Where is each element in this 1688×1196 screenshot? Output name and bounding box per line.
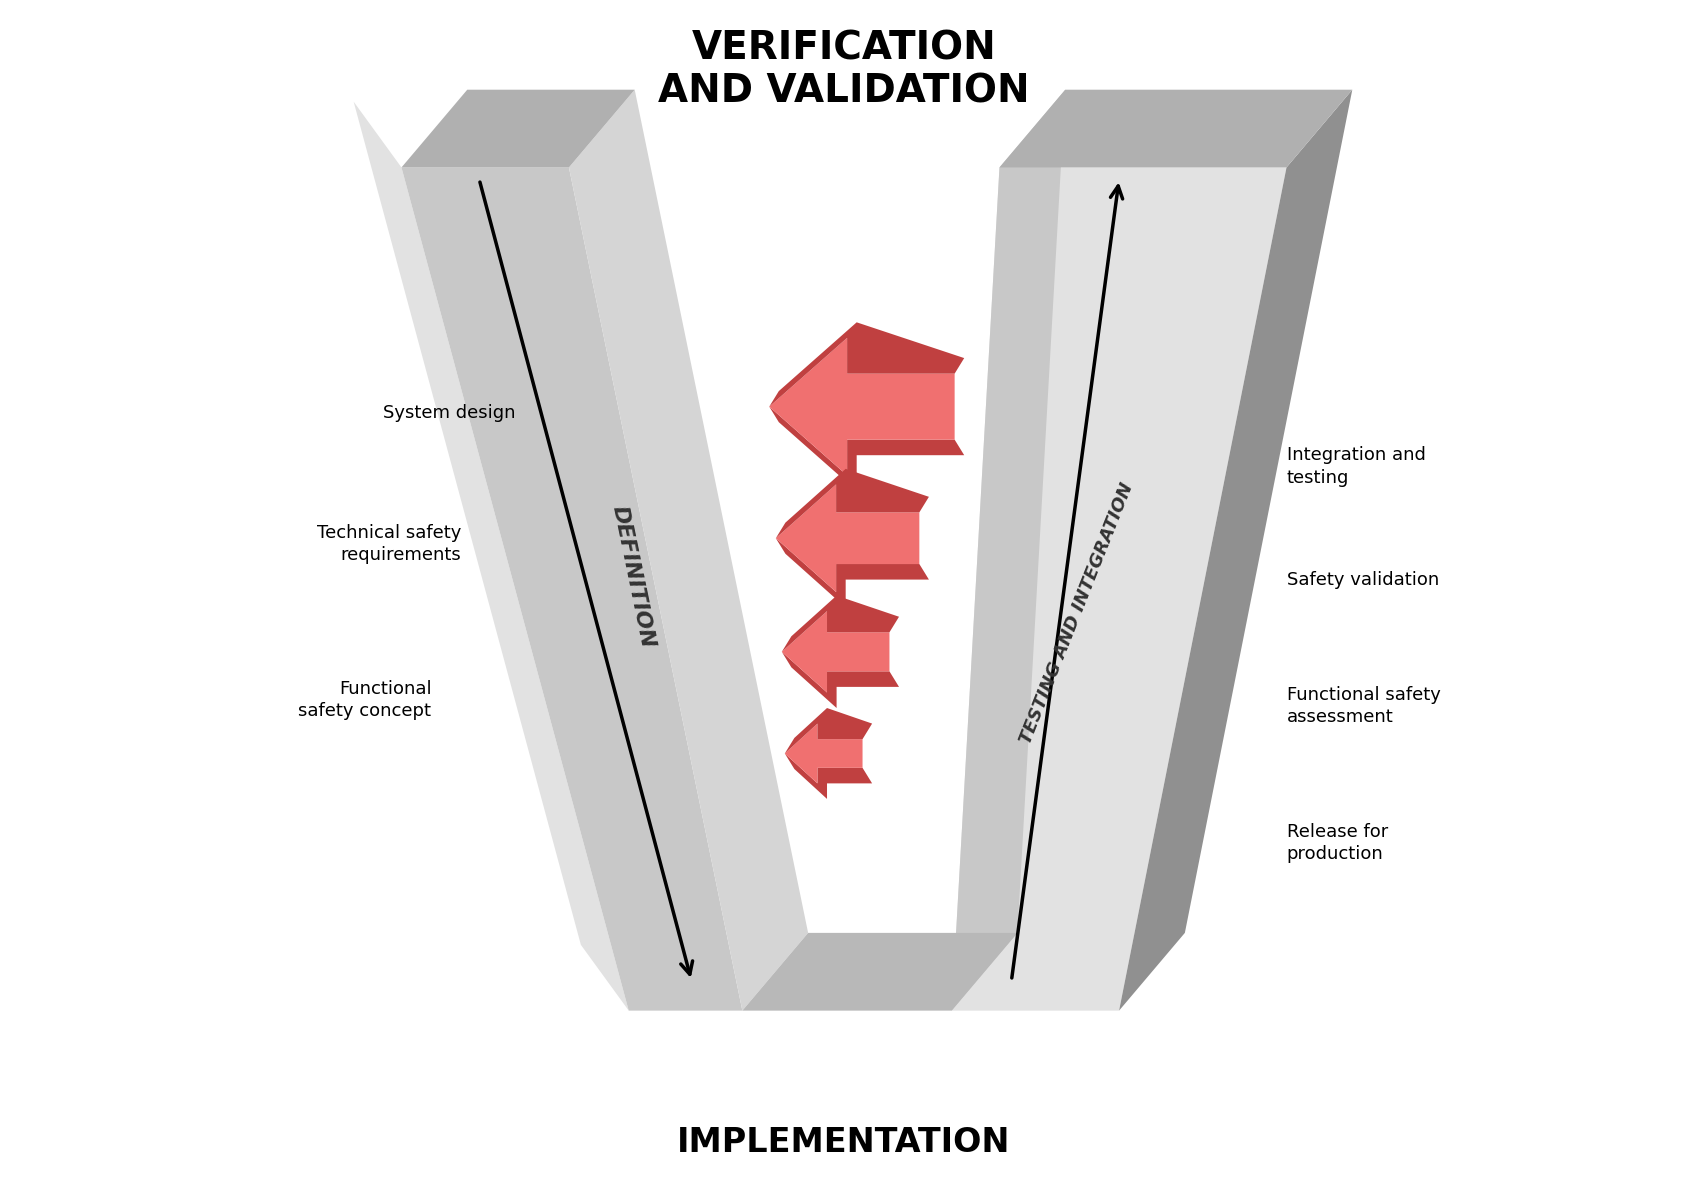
Polygon shape [785, 724, 863, 783]
Polygon shape [1119, 90, 1352, 1011]
Polygon shape [782, 611, 890, 692]
Text: IMPLEMENTATION: IMPLEMENTATION [677, 1125, 1011, 1159]
Polygon shape [952, 90, 1065, 1011]
Polygon shape [770, 407, 964, 490]
Polygon shape [569, 90, 809, 1011]
Text: TESTING AND INTEGRATION: TESTING AND INTEGRATION [1018, 480, 1138, 746]
Polygon shape [776, 469, 928, 538]
Text: VERIFICATION
AND VALIDATION: VERIFICATION AND VALIDATION [658, 30, 1030, 110]
Polygon shape [776, 484, 920, 592]
Polygon shape [952, 167, 1286, 1011]
Polygon shape [785, 708, 873, 753]
Polygon shape [770, 337, 955, 475]
Text: Functional safety
assessment: Functional safety assessment [1286, 685, 1440, 726]
Polygon shape [776, 538, 928, 608]
Polygon shape [743, 933, 1018, 1011]
Text: Technical safety
requirements: Technical safety requirements [317, 524, 461, 565]
Text: DEFINITION: DEFINITION [609, 504, 658, 651]
Polygon shape [782, 652, 900, 708]
Polygon shape [999, 90, 1352, 167]
Polygon shape [402, 167, 743, 1011]
Polygon shape [782, 596, 900, 652]
Polygon shape [402, 90, 635, 167]
Polygon shape [354, 102, 628, 1011]
Polygon shape [785, 753, 873, 799]
Text: Functional
safety concept: Functional safety concept [299, 679, 432, 720]
Polygon shape [770, 322, 964, 407]
Text: Integration and
testing: Integration and testing [1286, 446, 1425, 487]
Text: Release for
production: Release for production [1286, 823, 1388, 864]
Text: System design: System design [383, 403, 515, 422]
Text: Safety validation: Safety validation [1286, 570, 1438, 590]
